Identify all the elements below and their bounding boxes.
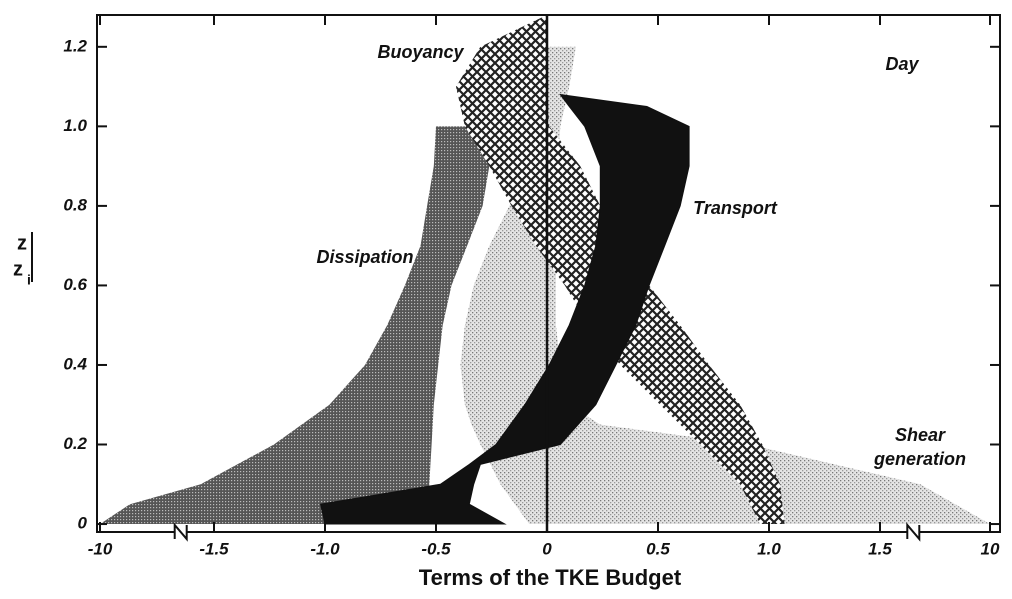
x-tick-label: 1.0: [757, 539, 781, 558]
y-tick-label: 1.2: [63, 36, 87, 55]
x-tick-label: 0: [542, 539, 552, 558]
x-tick-label: 1.5: [868, 539, 892, 558]
axis-break: [173, 522, 188, 542]
axis-break: [906, 522, 921, 542]
band: [100, 126, 490, 525]
band: [460, 46, 990, 525]
x-tick-label: 0.5: [646, 539, 670, 558]
x-tick-label: -0.5: [421, 539, 451, 558]
annotation: Day: [885, 54, 919, 74]
y-tick-label: 0.6: [63, 275, 87, 294]
y-label-subscript: i: [27, 272, 31, 288]
plot-frame: [96, 14, 1001, 533]
y-tick-label: 0.8: [63, 195, 87, 214]
y-label-numerator: z: [17, 232, 27, 254]
y-tick-label: 0.2: [63, 434, 87, 453]
y-tick-label: 1.0: [63, 116, 87, 135]
x-tick-label: -1.0: [310, 539, 340, 558]
x-tick-label: -10: [88, 539, 113, 558]
series-label: Transport: [693, 198, 777, 218]
series-label: Shear generation: [873, 425, 966, 469]
x-axis-label: Terms of the TKE Budget: [418, 565, 682, 590]
x-tick-label: 10: [981, 539, 1000, 558]
y-label-denominator: z: [13, 258, 23, 280]
y-tick-label: 0.4: [63, 354, 87, 373]
x-tick-label: -1.5: [199, 539, 229, 558]
series-label: Dissipation: [316, 247, 414, 267]
series-label: Buoyancy: [377, 42, 464, 62]
y-tick-label: 0: [78, 514, 88, 533]
